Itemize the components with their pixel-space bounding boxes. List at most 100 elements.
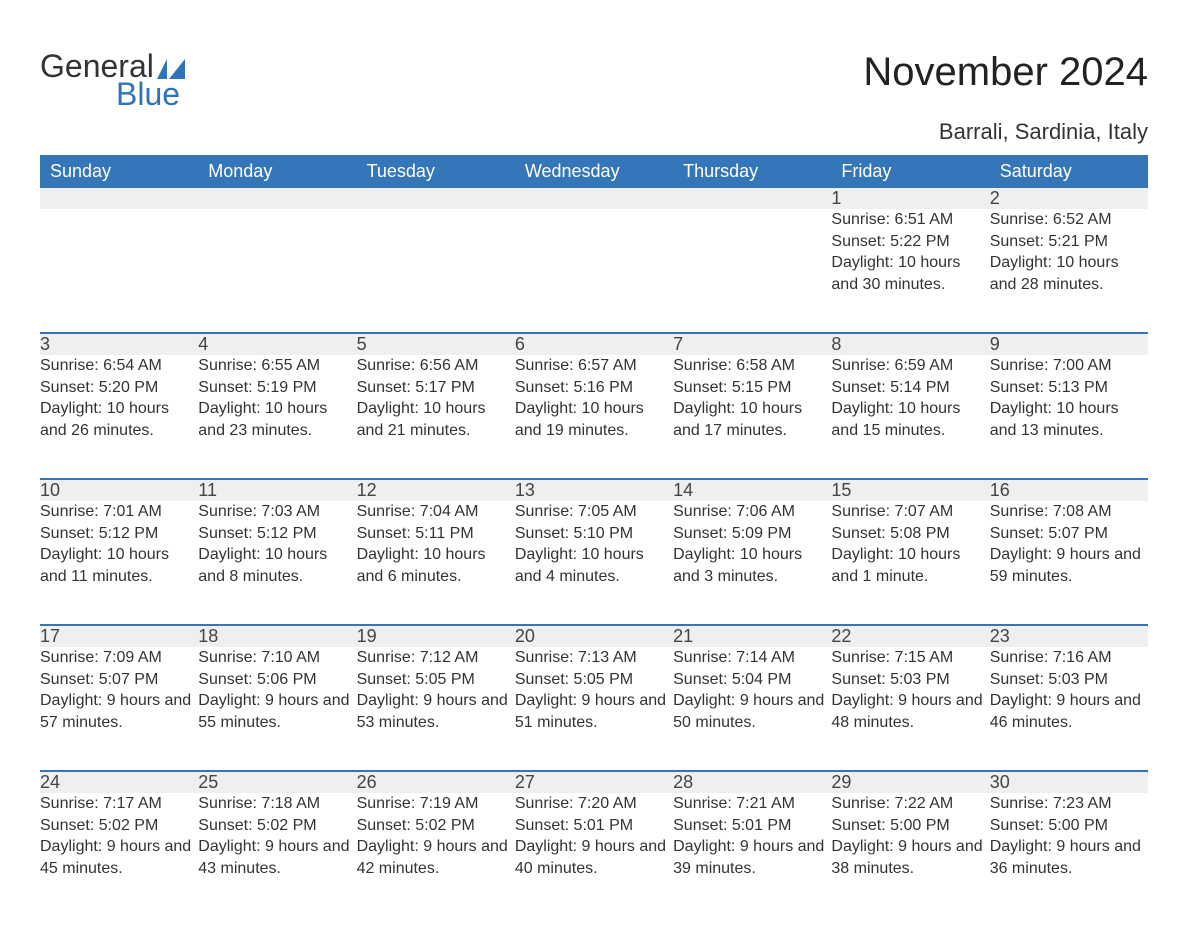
sunrise-text: Sunrise: 7:18 AM bbox=[198, 793, 356, 815]
page-title: November 2024 bbox=[863, 50, 1148, 94]
day-number-row: 10111213141516 bbox=[40, 479, 1148, 501]
day-number-cell: 1 bbox=[831, 188, 989, 209]
day-number-cell bbox=[357, 188, 515, 209]
sunset-text: Sunset: 5:09 PM bbox=[673, 523, 831, 545]
logo-text-blue: Blue bbox=[116, 78, 185, 112]
sunrise-text: Sunrise: 6:51 AM bbox=[831, 209, 989, 231]
sunset-text: Sunset: 5:14 PM bbox=[831, 377, 989, 399]
sunrise-text: Sunrise: 7:20 AM bbox=[515, 793, 673, 815]
sunrise-text: Sunrise: 7:01 AM bbox=[40, 501, 198, 523]
daylight-text: Daylight: 9 hours and 36 minutes. bbox=[990, 836, 1148, 879]
day-cell: Sunrise: 7:19 AMSunset: 5:02 PMDaylight:… bbox=[357, 793, 515, 889]
day-cell: Sunrise: 7:16 AMSunset: 5:03 PMDaylight:… bbox=[990, 647, 1148, 743]
sunset-text: Sunset: 5:15 PM bbox=[673, 377, 831, 399]
sunset-text: Sunset: 5:05 PM bbox=[357, 669, 515, 691]
day-number-cell bbox=[198, 188, 356, 209]
day-cell: Sunrise: 6:57 AMSunset: 5:16 PMDaylight:… bbox=[515, 355, 673, 451]
day-cell bbox=[673, 209, 831, 305]
sunrise-text: Sunrise: 7:22 AM bbox=[831, 793, 989, 815]
daylight-text: Daylight: 10 hours and 13 minutes. bbox=[990, 398, 1148, 441]
day-header: Friday bbox=[831, 155, 989, 188]
calendar-header: SundayMondayTuesdayWednesdayThursdayFrid… bbox=[40, 155, 1148, 188]
day-header: Sunday bbox=[40, 155, 198, 188]
day-cell: Sunrise: 7:07 AMSunset: 5:08 PMDaylight:… bbox=[831, 501, 989, 597]
sunrise-text: Sunrise: 7:09 AM bbox=[40, 647, 198, 669]
daylight-text: Daylight: 10 hours and 1 minute. bbox=[831, 544, 989, 587]
day-number-cell: 29 bbox=[831, 771, 989, 793]
day-number-cell: 10 bbox=[40, 479, 198, 501]
daylight-text: Daylight: 10 hours and 19 minutes. bbox=[515, 398, 673, 441]
daylight-text: Daylight: 9 hours and 39 minutes. bbox=[673, 836, 831, 879]
day-number-cell: 28 bbox=[673, 771, 831, 793]
header-row: General Blue November 2024 bbox=[40, 50, 1148, 111]
day-number-cell: 5 bbox=[357, 333, 515, 355]
day-number-cell: 19 bbox=[357, 625, 515, 647]
day-cell: Sunrise: 7:23 AMSunset: 5:00 PMDaylight:… bbox=[990, 793, 1148, 889]
day-cell: Sunrise: 7:03 AMSunset: 5:12 PMDaylight:… bbox=[198, 501, 356, 597]
daylight-text: Daylight: 10 hours and 6 minutes. bbox=[357, 544, 515, 587]
week-separator bbox=[40, 597, 1148, 625]
day-number-cell: 24 bbox=[40, 771, 198, 793]
title-block: November 2024 bbox=[863, 50, 1148, 94]
sunrise-text: Sunrise: 6:54 AM bbox=[40, 355, 198, 377]
day-cell: Sunrise: 6:58 AMSunset: 5:15 PMDaylight:… bbox=[673, 355, 831, 451]
daylight-text: Daylight: 10 hours and 30 minutes. bbox=[831, 252, 989, 295]
sunrise-text: Sunrise: 7:14 AM bbox=[673, 647, 831, 669]
daylight-text: Daylight: 9 hours and 51 minutes. bbox=[515, 690, 673, 733]
daylight-text: Daylight: 10 hours and 23 minutes. bbox=[198, 398, 356, 441]
day-cell: Sunrise: 7:01 AMSunset: 5:12 PMDaylight:… bbox=[40, 501, 198, 597]
day-header: Saturday bbox=[990, 155, 1148, 188]
day-cell: Sunrise: 6:56 AMSunset: 5:17 PMDaylight:… bbox=[357, 355, 515, 451]
day-number-cell: 17 bbox=[40, 625, 198, 647]
day-cell: Sunrise: 7:18 AMSunset: 5:02 PMDaylight:… bbox=[198, 793, 356, 889]
sunset-text: Sunset: 5:01 PM bbox=[515, 815, 673, 837]
day-number-row: 17181920212223 bbox=[40, 625, 1148, 647]
daylight-text: Daylight: 10 hours and 8 minutes. bbox=[198, 544, 356, 587]
day-number-cell: 8 bbox=[831, 333, 989, 355]
day-number-row: 24252627282930 bbox=[40, 771, 1148, 793]
day-cell: Sunrise: 7:12 AMSunset: 5:05 PMDaylight:… bbox=[357, 647, 515, 743]
daylight-text: Daylight: 9 hours and 53 minutes. bbox=[357, 690, 515, 733]
week-separator bbox=[40, 305, 1148, 333]
day-body-row: Sunrise: 7:09 AMSunset: 5:07 PMDaylight:… bbox=[40, 647, 1148, 743]
sunset-text: Sunset: 5:04 PM bbox=[673, 669, 831, 691]
day-cell: Sunrise: 6:55 AMSunset: 5:19 PMDaylight:… bbox=[198, 355, 356, 451]
day-cell: Sunrise: 7:20 AMSunset: 5:01 PMDaylight:… bbox=[515, 793, 673, 889]
flag-icon bbox=[157, 52, 185, 72]
sunrise-text: Sunrise: 7:13 AM bbox=[515, 647, 673, 669]
day-header: Wednesday bbox=[515, 155, 673, 188]
day-number-cell: 15 bbox=[831, 479, 989, 501]
day-header: Monday bbox=[198, 155, 356, 188]
sunrise-text: Sunrise: 7:07 AM bbox=[831, 501, 989, 523]
daylight-text: Daylight: 9 hours and 46 minutes. bbox=[990, 690, 1148, 733]
sunrise-text: Sunrise: 7:04 AM bbox=[357, 501, 515, 523]
day-number-cell: 27 bbox=[515, 771, 673, 793]
day-cell bbox=[198, 209, 356, 305]
daylight-text: Daylight: 10 hours and 15 minutes. bbox=[831, 398, 989, 441]
sunrise-text: Sunrise: 7:05 AM bbox=[515, 501, 673, 523]
day-number-row: 12 bbox=[40, 188, 1148, 209]
brand-logo: General Blue bbox=[40, 50, 185, 111]
day-cell: Sunrise: 7:08 AMSunset: 5:07 PMDaylight:… bbox=[990, 501, 1148, 597]
sunset-text: Sunset: 5:03 PM bbox=[990, 669, 1148, 691]
day-cell: Sunrise: 7:00 AMSunset: 5:13 PMDaylight:… bbox=[990, 355, 1148, 451]
day-header: Thursday bbox=[673, 155, 831, 188]
sunrise-text: Sunrise: 7:21 AM bbox=[673, 793, 831, 815]
day-number-cell: 22 bbox=[831, 625, 989, 647]
sunset-text: Sunset: 5:05 PM bbox=[515, 669, 673, 691]
day-number-cell: 6 bbox=[515, 333, 673, 355]
sunset-text: Sunset: 5:07 PM bbox=[990, 523, 1148, 545]
day-number-cell: 3 bbox=[40, 333, 198, 355]
day-cell: Sunrise: 7:13 AMSunset: 5:05 PMDaylight:… bbox=[515, 647, 673, 743]
day-cell: Sunrise: 6:59 AMSunset: 5:14 PMDaylight:… bbox=[831, 355, 989, 451]
daylight-text: Daylight: 9 hours and 43 minutes. bbox=[198, 836, 356, 879]
sunset-text: Sunset: 5:00 PM bbox=[831, 815, 989, 837]
day-number-cell: 12 bbox=[357, 479, 515, 501]
day-cell: Sunrise: 7:21 AMSunset: 5:01 PMDaylight:… bbox=[673, 793, 831, 889]
calendar-table: SundayMondayTuesdayWednesdayThursdayFrid… bbox=[40, 155, 1148, 889]
day-number-cell: 21 bbox=[673, 625, 831, 647]
daylight-text: Daylight: 10 hours and 26 minutes. bbox=[40, 398, 198, 441]
day-cell: Sunrise: 7:05 AMSunset: 5:10 PMDaylight:… bbox=[515, 501, 673, 597]
sunset-text: Sunset: 5:13 PM bbox=[990, 377, 1148, 399]
day-number-cell: 18 bbox=[198, 625, 356, 647]
